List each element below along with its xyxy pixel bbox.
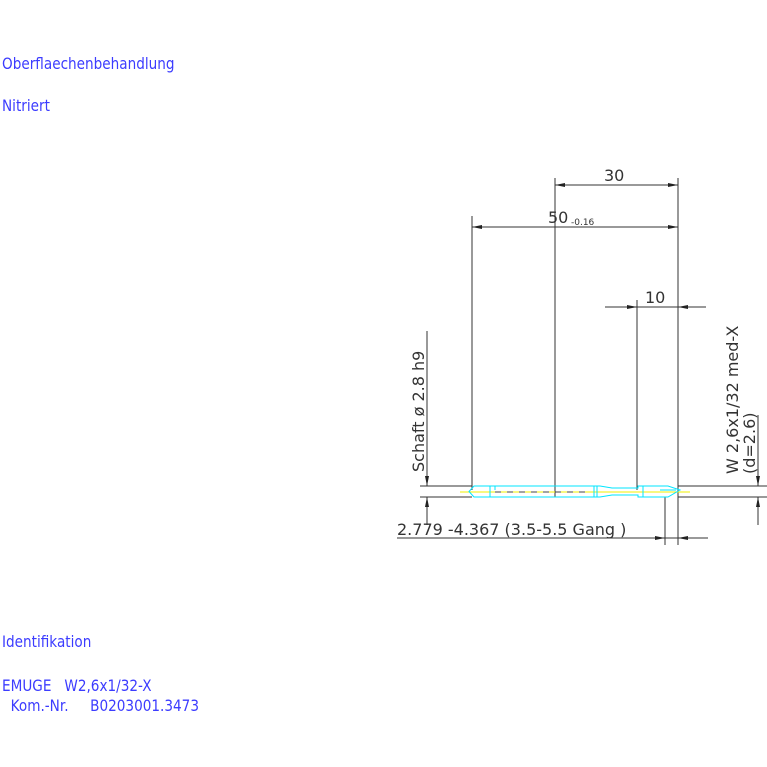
identification-line1: EMUGE W2,6x1/32-X [2,676,152,695]
surface-treatment-value: Nitriert [2,96,50,115]
thread-diameter-label: (d=2.6) [740,413,759,475]
identification-line2: Kom.-Nr. B0203001.3473 [2,696,199,715]
thread-label: W 2,6x1/32 med-X [723,326,742,474]
thread-range-label: 2.779 -4.367 (3.5-5.5 Gang ) [397,520,626,539]
dim-30-text: 30 [604,166,624,185]
shank-label: Schaft ø 2.8 h9 [409,351,428,472]
dim-50-text: 50 [548,208,568,227]
surface-treatment-label: Oberflaechenbehandlung [2,54,175,73]
dim-50-tolerance: -0.16 [571,218,595,228]
identification-label: Identifikation [2,632,92,651]
dim-10-text: 10 [645,288,665,307]
dimension-lines [397,178,767,545]
tap-outline [460,485,690,498]
